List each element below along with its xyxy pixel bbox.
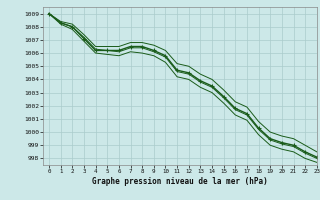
X-axis label: Graphe pression niveau de la mer (hPa): Graphe pression niveau de la mer (hPa) <box>92 177 268 186</box>
